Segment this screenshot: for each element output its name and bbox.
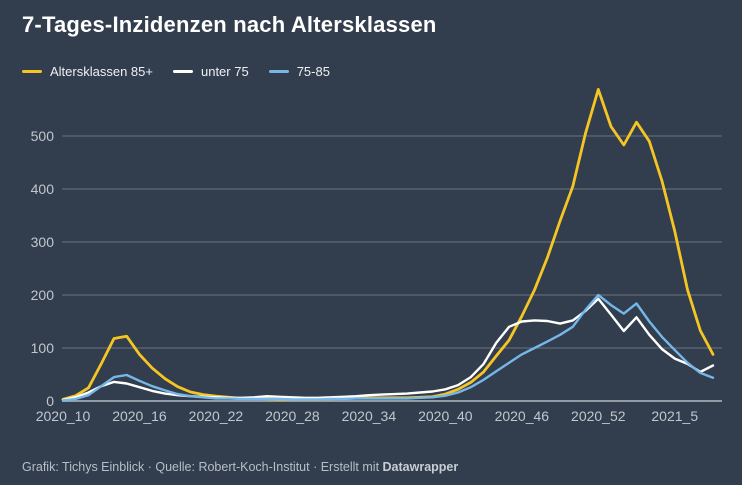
legend-swatch-75-85-icon xyxy=(268,70,289,73)
y-tick-label: 100 xyxy=(31,340,55,356)
x-tick-label: 2020_10 xyxy=(36,408,91,424)
y-tick-label: 200 xyxy=(31,287,55,303)
x-tick-label: 2020_28 xyxy=(265,408,320,424)
legend-item-75-85: 75-85 xyxy=(268,64,330,79)
footer-brand: Datawrapper xyxy=(382,460,459,474)
footer-attribution: Grafik: Tichys Einblick · Quelle: Robert… xyxy=(22,460,722,474)
y-tick-label: 500 xyxy=(31,128,55,144)
legend-swatch-unter75-icon xyxy=(172,70,193,73)
x-tick-label: 2020_40 xyxy=(418,408,473,424)
legend-item-85plus: Altersklassen 85+ xyxy=(22,64,153,79)
footer-text: Grafik: Tichys Einblick · Quelle: Robert… xyxy=(22,460,383,474)
chart-title: 7-Tages-Inzidenzen nach Altersklassen xyxy=(22,12,437,37)
legend-label-75-85: 75-85 xyxy=(296,64,330,79)
x-tick-label: 2021_5 xyxy=(651,408,698,424)
legend-label-85plus: Altersklassen 85+ xyxy=(50,64,153,79)
x-tick-label: 2020_52 xyxy=(571,408,626,424)
legend-swatch-85plus-icon xyxy=(22,70,42,73)
legend: Altersklassen 85+ unter 75 75-85 xyxy=(22,64,330,79)
series-line-1 xyxy=(61,297,715,402)
x-tick-label: 2020_22 xyxy=(189,408,244,424)
chart-area: 0 100 200 300 400 500 2020_10 2020_16 2020_22 202… xyxy=(0,85,742,445)
y-tick-label: 0 xyxy=(46,393,54,409)
x-tick-label: 2020_34 xyxy=(342,408,397,424)
series-line-2 xyxy=(61,293,715,402)
legend-item-unter75: unter 75 xyxy=(172,64,249,79)
y-tick-label: 300 xyxy=(31,234,55,250)
y-tick-label: 400 xyxy=(31,181,55,197)
x-tick-label: 2020_46 xyxy=(495,408,550,424)
legend-label-unter75: unter 75 xyxy=(200,64,249,79)
x-tick-label: 2020_16 xyxy=(112,408,167,424)
line-chart: 0 100 200 300 400 500 2020_10 2020_16 2020_22 202… xyxy=(31,88,722,424)
